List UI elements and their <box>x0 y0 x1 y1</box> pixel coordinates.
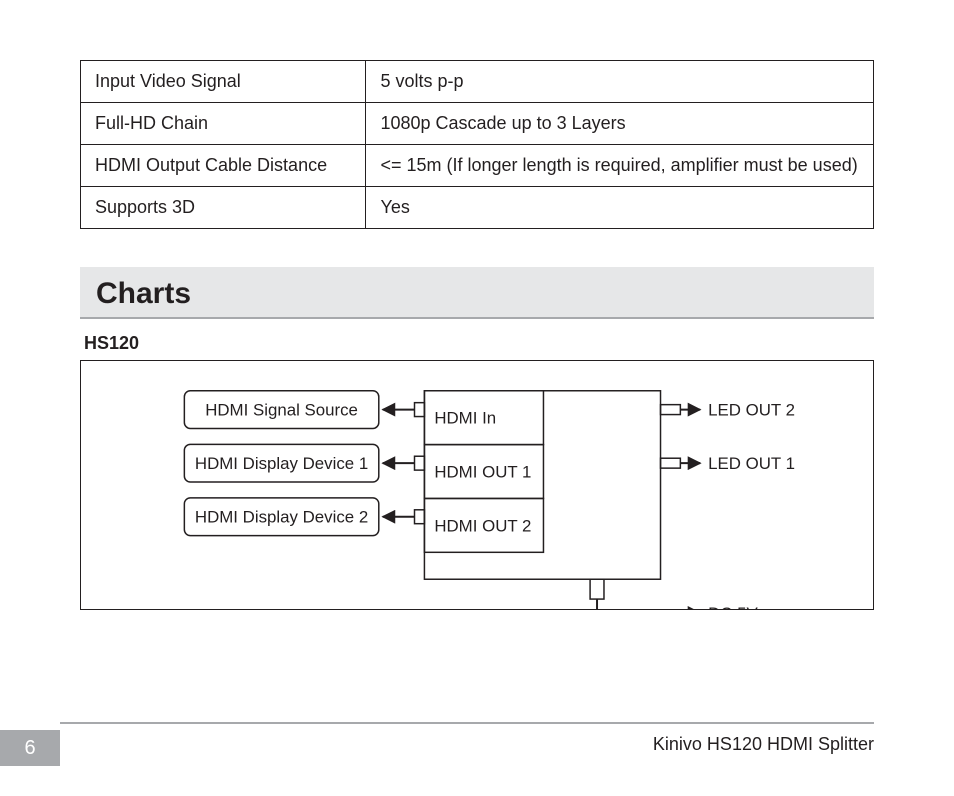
node-label: HDMI Display Device 1 <box>195 454 368 473</box>
led-label: LED OUT 1 <box>708 454 795 473</box>
page-footer: 6 Kinivo HS120 HDMI Splitter <box>0 722 954 766</box>
spec-value: Yes <box>366 187 874 229</box>
spec-label: Full-HD Chain <box>81 103 366 145</box>
table-row: Supports 3DYes <box>81 187 874 229</box>
spec-label: Supports 3D <box>81 187 366 229</box>
port-label: HDMI OUT 1 <box>434 462 531 481</box>
section-heading: Charts <box>80 267 874 319</box>
table-row: Input Video Signal5 volts p-p <box>81 61 874 103</box>
diagram-hs120: HDMI In HDMI OUT 1 HDMI OUT 2 HDMI Signal S… <box>80 360 874 610</box>
led-label: LED OUT 2 <box>708 401 795 420</box>
dc-label: DC 5V <box>708 604 758 609</box>
port-label: HDMI OUT 2 <box>434 516 531 535</box>
node-label: HDMI Display Device 2 <box>195 508 368 527</box>
footer-rule <box>60 722 874 724</box>
spec-label: Input Video Signal <box>81 61 366 103</box>
table-row: Full-HD Chain1080p Cascade up to 3 Layer… <box>81 103 874 145</box>
spec-value: 5 volts p-p <box>366 61 874 103</box>
spec-value: <= 15m (If longer length is required, am… <box>366 145 874 187</box>
footer-title: Kinivo HS120 HDMI Splitter <box>653 734 874 755</box>
table-row: HDMI Output Cable Distance<= 15m (If lon… <box>81 145 874 187</box>
spec-label: HDMI Output Cable Distance <box>81 145 366 187</box>
spec-table: Input Video Signal5 volts p-pFull-HD Cha… <box>80 60 874 229</box>
node-label: HDMI Signal Source <box>205 401 358 420</box>
page-number: 6 <box>0 730 60 766</box>
port-label: HDMI In <box>434 409 496 428</box>
section-subtitle: HS120 <box>84 333 874 354</box>
spec-value: 1080p Cascade up to 3 Layers <box>366 103 874 145</box>
